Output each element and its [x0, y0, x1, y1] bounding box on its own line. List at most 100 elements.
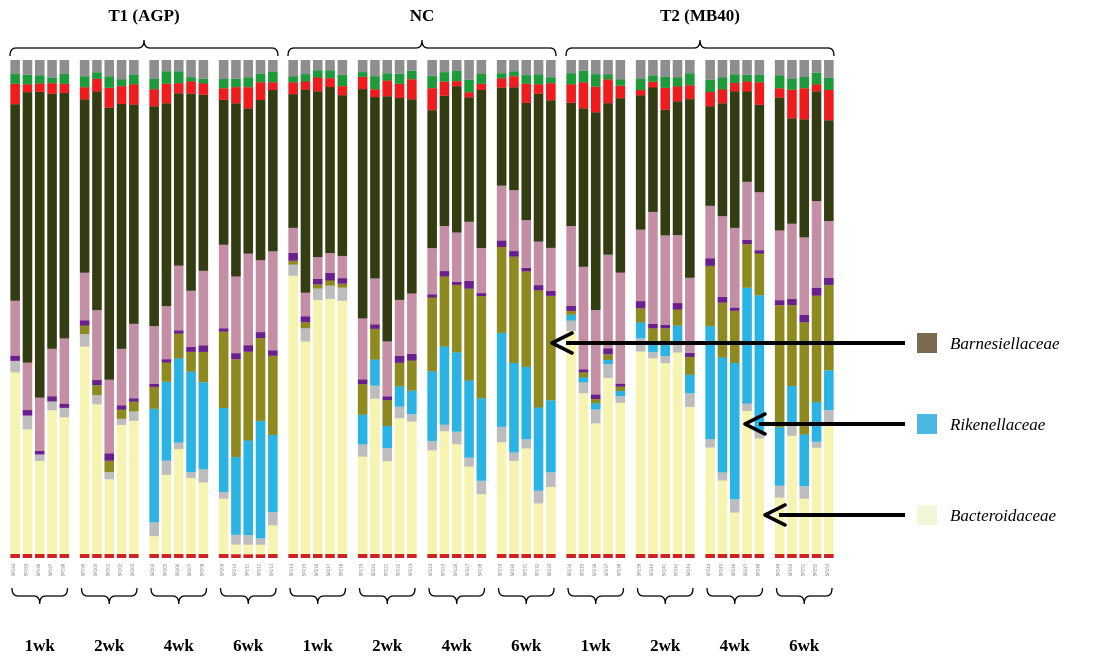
- bar-segment-pink: [357, 318, 368, 380]
- bar-segment-rikenellaceae: [173, 358, 184, 443]
- bar-segment-red: [717, 89, 728, 104]
- bar-segment-light-grey: [161, 460, 172, 475]
- bar-segment-purple-minor: [717, 296, 728, 303]
- bar-segment-barnesiellaceae: [198, 351, 209, 383]
- sample-labels: SP194 SP195 SP196 SP197 SP198 SP199 SP200 SP201…: [11, 563, 830, 576]
- bar-segment-pink: [218, 244, 229, 329]
- legend-swatch: [917, 333, 937, 353]
- bar-segment-bacteroidaceae: [92, 404, 102, 555]
- bar-segment-purple-minor: [268, 350, 278, 356]
- week-label: 2wk: [94, 636, 125, 655]
- bar-segment-pink: [149, 326, 159, 384]
- bar-segment-barnesiellaceae: [660, 328, 671, 343]
- bars: [10, 60, 834, 558]
- sample-label: SP210: [232, 563, 237, 576]
- bar-segment-barnesiellaceae: [186, 351, 196, 372]
- sample-label: SP209: [220, 563, 225, 576]
- bar-segment-purple-minor: [509, 251, 519, 257]
- sample-label: SP219: [359, 563, 364, 576]
- bar-segment-purple-minor: [729, 307, 740, 311]
- bar-segment-purple-minor: [218, 328, 229, 332]
- bar-segment-green: [370, 76, 380, 90]
- bar-segment-bacteroidaceae: [79, 346, 90, 555]
- bar-segment-light-grey: [451, 431, 462, 445]
- sample-label: SP223: [408, 563, 413, 576]
- bar-segment-green: [218, 78, 229, 89]
- bar-segment-purple-minor: [439, 271, 450, 277]
- sample-label: SP221: [383, 563, 388, 576]
- sample-label: SP243: [686, 563, 691, 576]
- bar-segment-light-grey: [476, 480, 487, 495]
- bar-segment-purple-minor: [79, 320, 90, 326]
- week-brace: [358, 587, 416, 605]
- bar-segment-light-grey: [370, 385, 380, 399]
- bar-segment-green: [648, 75, 658, 82]
- bar-segment-bacteroidaceae: [451, 444, 462, 555]
- bar-segment-bacteroidaceae: [427, 450, 437, 555]
- bar-segment-barnesiellaceae: [464, 288, 474, 381]
- bar-segment-pink: [268, 251, 278, 351]
- bar-segment-bacteroidaceae: [198, 482, 209, 555]
- bar-segment-top-grey: [615, 60, 626, 80]
- bar-segment-rikenellaceae: [255, 420, 266, 539]
- bar-segment-bacteroidaceae: [590, 423, 601, 555]
- bar-segment-bottom-minor: [104, 554, 115, 558]
- bar-segment-top-grey: [22, 60, 33, 75]
- bar-segment-light-grey: [34, 454, 45, 461]
- sample-label: SP229: [498, 563, 503, 576]
- bar-segment-green: [231, 78, 241, 88]
- bar-segment-bacteroidaceae: [774, 497, 785, 555]
- bar-segment-light-grey: [496, 426, 507, 443]
- bar-segment-top-grey: [382, 60, 393, 74]
- week-label: 4wk: [720, 636, 751, 655]
- bar-segment-bottom-minor: [590, 554, 601, 558]
- bar-segment-rikenellaceae: [496, 332, 507, 427]
- bar-segment-barnesiellaceae: [705, 265, 715, 327]
- bar-segment-bacteroidaceae: [149, 536, 159, 555]
- week-label: 2wk: [372, 636, 403, 655]
- bar-segment-pink: [546, 247, 556, 291]
- bar-segment-dark-green: [288, 94, 298, 228]
- bar-segment-dark-green: [787, 118, 797, 224]
- bar-segment-top-grey: [243, 60, 254, 78]
- bar-segment-bacteroidaceae: [34, 460, 45, 555]
- bar-segment-top-grey: [754, 60, 765, 76]
- sample-label: SP202: [118, 563, 123, 576]
- bar-segment-barnesiellaceae: [173, 333, 184, 359]
- bar-segment-barnesiellaceae: [451, 284, 462, 353]
- bar-segment-dark-green: [325, 87, 335, 254]
- bar-segment-light-grey: [648, 352, 658, 359]
- bar-segment-top-grey: [149, 60, 159, 79]
- bar-segment-bottom-minor: [337, 554, 348, 558]
- bar-segment-purple-minor: [231, 353, 241, 360]
- sample-label: SP199: [81, 563, 86, 576]
- bar-segment-pink: [161, 306, 172, 360]
- bar-segment-red: [590, 86, 601, 113]
- bar-segment-barnesiellaceae: [79, 325, 90, 335]
- sample-label: SP200: [93, 563, 98, 576]
- bar-segment-bacteroidaceae: [439, 431, 450, 555]
- bar-segment-rikenellaceae: [186, 371, 196, 473]
- bar-segment-red: [603, 79, 613, 104]
- bar-segment-pink: [34, 397, 45, 451]
- bar-segment-bacteroidaceae: [407, 421, 417, 555]
- bar-segment-red: [648, 81, 658, 88]
- week-label: 1wk: [303, 636, 334, 655]
- bar-segment-light-grey: [774, 485, 785, 498]
- bar-segment-light-grey: [615, 396, 626, 403]
- bar-segment-purple-minor: [47, 396, 57, 402]
- bar-segment-light-grey: [533, 490, 544, 504]
- bar-segment-pink: [660, 235, 671, 325]
- bar-segment-green: [149, 78, 159, 90]
- sample-label: SP241: [661, 563, 666, 576]
- bar-segment-bacteroidaceae: [603, 377, 613, 555]
- bar-segment-bottom-minor: [546, 554, 556, 558]
- bar-segment-bottom-minor: [717, 554, 728, 558]
- bar-segment-purple-minor: [255, 332, 266, 339]
- bar-segment-pink: [578, 266, 589, 370]
- bar-segment-dark-green: [255, 100, 266, 261]
- bar-segment-rikenellaceae: [439, 346, 450, 425]
- bar-segment-dark-green: [129, 104, 139, 324]
- bar-segment-dark-green: [590, 112, 601, 311]
- bar-segment-top-grey: [47, 60, 57, 78]
